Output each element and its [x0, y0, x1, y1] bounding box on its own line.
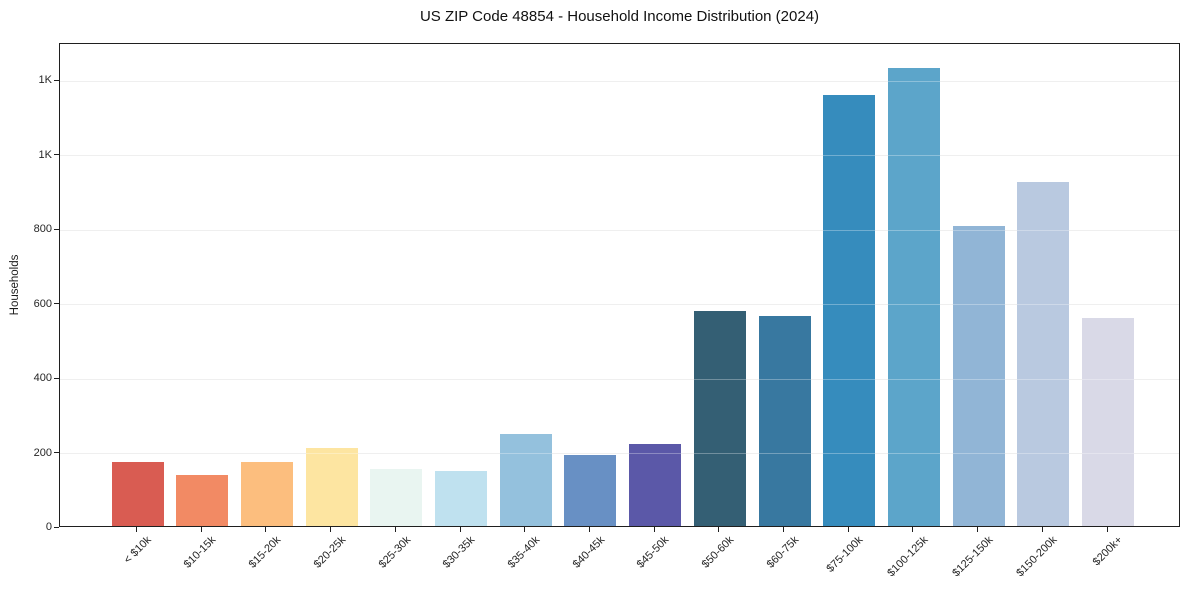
x-tick-mark	[847, 527, 849, 532]
x-tick-mark	[459, 527, 461, 532]
x-tick-label: $75-100k	[824, 534, 866, 575]
bar	[1082, 317, 1134, 526]
gridline-overlay	[60, 229, 1179, 231]
x-tick-label: $50-60k	[699, 534, 737, 571]
x-tick-label: $45-50k	[634, 534, 672, 571]
y-tick-mark	[54, 377, 59, 379]
x-tick-label: $30-35k	[440, 534, 478, 571]
bar	[564, 454, 617, 526]
y-tick-label: 1K	[38, 74, 52, 87]
x-tick-mark	[1106, 527, 1108, 532]
x-tick-label: $100-125k	[885, 534, 931, 580]
x-tick-mark	[200, 527, 202, 532]
x-tick-mark	[653, 527, 655, 532]
bar	[952, 225, 1005, 526]
y-tick-mark	[54, 526, 59, 528]
x-tick-mark	[330, 527, 332, 532]
bar	[370, 469, 423, 526]
bar	[1017, 182, 1070, 526]
gridline	[60, 229, 1179, 231]
gridline-overlay	[60, 378, 1179, 380]
y-tick-mark	[54, 228, 59, 230]
x-tick-mark	[977, 527, 979, 532]
y-tick-mark	[54, 303, 59, 305]
bar	[305, 447, 358, 526]
x-tick-mark	[394, 527, 396, 532]
y-tick-mark	[54, 452, 59, 454]
bar	[111, 462, 164, 526]
bar	[499, 434, 552, 526]
y-tick-label: 200	[33, 446, 52, 459]
x-tick-label: $60-75k	[764, 534, 801, 571]
gridline	[60, 453, 1179, 455]
x-tick-mark	[912, 527, 914, 532]
chart-title: US ZIP Code 48854 - Household Income Dis…	[419, 8, 820, 25]
x-tick-label: $15-20k	[246, 534, 284, 571]
bar	[176, 475, 229, 526]
x-tick-mark	[588, 527, 590, 532]
y-tick-mark	[54, 79, 59, 81]
x-tick-label: < $10k	[121, 534, 154, 567]
gridline-overlay	[60, 304, 1179, 306]
x-tick-label: $20-25k	[311, 534, 349, 571]
x-tick-label: $125-150k	[949, 534, 996, 580]
x-tick-mark	[718, 527, 720, 532]
y-tick-mark	[54, 154, 59, 156]
x-tick-label: $35-40k	[505, 534, 543, 571]
y-tick-label: 400	[33, 372, 52, 385]
y-tick-label: 600	[33, 297, 52, 310]
gridline	[60, 378, 1179, 380]
bar	[693, 310, 746, 526]
bar	[758, 315, 811, 526]
x-tick-label: $25-30k	[376, 534, 413, 571]
gridline-overlay	[60, 453, 1179, 455]
bar	[629, 444, 682, 526]
bar	[240, 462, 293, 526]
gridline-overlay	[60, 155, 1179, 157]
bar	[435, 470, 487, 526]
bar	[887, 67, 940, 526]
x-tick-mark	[1041, 527, 1043, 532]
y-tick-label: 0	[45, 521, 52, 533]
x-tick-label: $200k+	[1090, 534, 1125, 569]
gridline	[60, 304, 1179, 306]
x-tick-mark	[265, 527, 267, 532]
plot-area	[59, 43, 1180, 527]
x-tick-mark	[524, 527, 526, 532]
x-tick-mark	[783, 527, 784, 532]
gridline-overlay	[60, 80, 1179, 82]
gridline	[60, 155, 1179, 157]
x-tick-label: $150-200k	[1014, 534, 1060, 580]
y-tick-label: 800	[33, 223, 52, 236]
x-tick-mark	[136, 527, 137, 532]
x-tick-label: $40-45k	[570, 534, 607, 571]
gridline	[60, 80, 1179, 82]
bar	[823, 94, 876, 526]
y-tick-label: 1K	[38, 148, 52, 161]
x-tick-label: $10-15k	[182, 534, 219, 571]
